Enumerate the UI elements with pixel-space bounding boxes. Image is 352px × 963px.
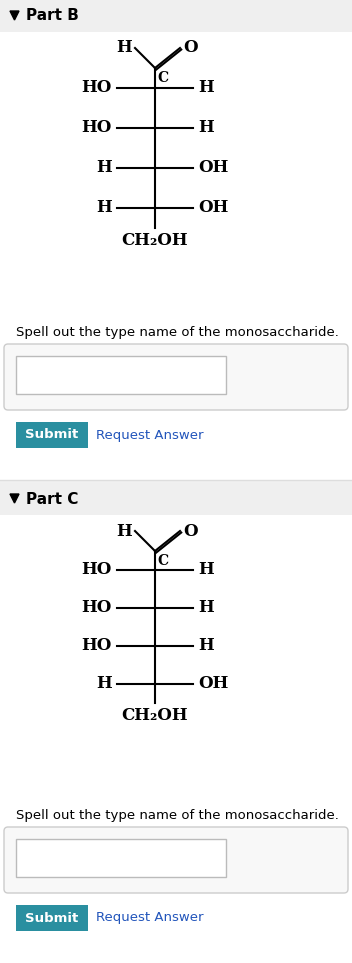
Polygon shape [10, 11, 19, 20]
Text: Submit: Submit [25, 429, 78, 441]
Text: H: H [198, 638, 214, 655]
Text: C: C [157, 71, 168, 85]
Text: H: H [96, 199, 112, 217]
Text: H: H [198, 80, 214, 96]
Text: H: H [198, 561, 214, 579]
Text: Spell out the type name of the monosaccharide.: Spell out the type name of the monosacch… [16, 809, 339, 822]
Text: Request Answer: Request Answer [96, 429, 203, 441]
Bar [0, 0, 352, 32]
FancyBboxPatch shape [4, 827, 348, 893]
Text: HO: HO [82, 600, 112, 616]
Text: C: C [157, 554, 168, 568]
Text: H: H [96, 675, 112, 692]
Bar [16, 356, 226, 394]
Text: H: H [198, 119, 214, 137]
Text: OH: OH [198, 160, 228, 176]
Bar [0, 483, 352, 515]
Text: Part B: Part B [26, 9, 79, 23]
Text: HO: HO [82, 638, 112, 655]
Text: OH: OH [198, 675, 228, 692]
Text: H: H [198, 600, 214, 616]
Text: Request Answer: Request Answer [96, 912, 203, 924]
Text: Spell out the type name of the monosaccharide.: Spell out the type name of the monosacch… [16, 326, 339, 339]
Text: Submit: Submit [25, 912, 78, 924]
FancyBboxPatch shape [4, 344, 348, 410]
Bar [0, 32, 352, 480]
Text: HO: HO [82, 119, 112, 137]
Text: HO: HO [82, 80, 112, 96]
Text: CH₂OH: CH₂OH [122, 232, 188, 249]
Text: O: O [183, 39, 197, 57]
Text: H: H [116, 39, 132, 57]
Text: HO: HO [82, 561, 112, 579]
Bar [16, 839, 226, 877]
Polygon shape [10, 494, 19, 503]
Text: OH: OH [198, 199, 228, 217]
Bar [0, 515, 352, 963]
Text: Part C: Part C [26, 491, 78, 507]
Text: CH₂OH: CH₂OH [122, 707, 188, 724]
Bar [16, 905, 88, 931]
Bar [16, 422, 88, 448]
Text: H: H [96, 160, 112, 176]
Text: H: H [116, 523, 132, 539]
Text: O: O [183, 523, 197, 539]
